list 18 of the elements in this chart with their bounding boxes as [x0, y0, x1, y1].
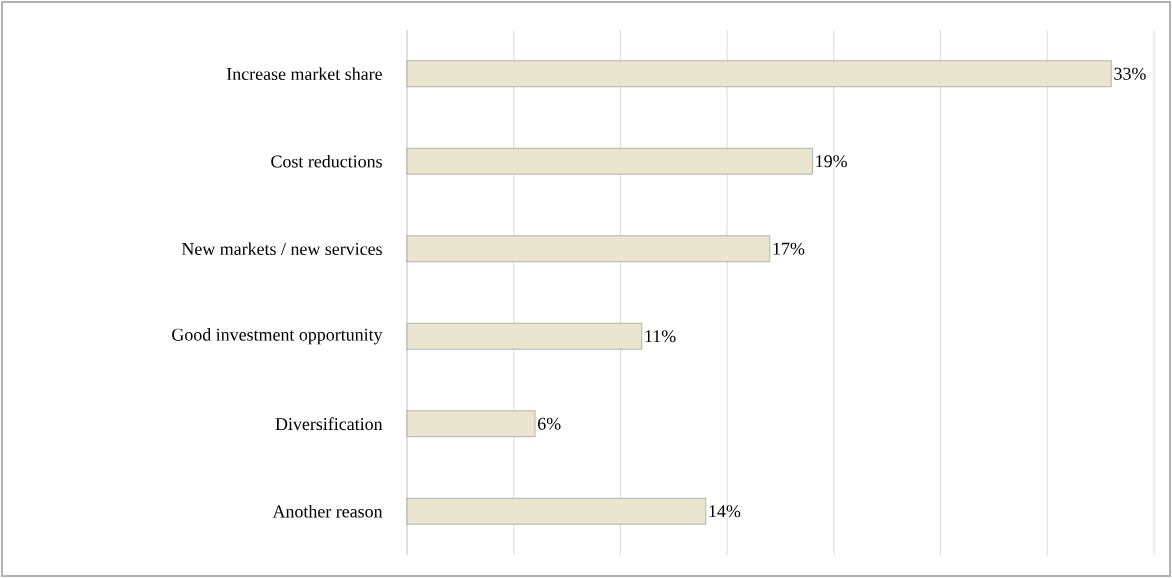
y-tick-label: Another reason: [272, 504, 383, 518]
bar: [406, 235, 771, 262]
bar: [406, 148, 813, 175]
bar: [406, 410, 536, 437]
bar: [406, 498, 707, 525]
y-tick-label: Diversification: [275, 417, 383, 431]
y-tick-label: Cost reductions: [271, 154, 382, 168]
y-tick-label: Increase market share: [226, 67, 382, 81]
data-label: 33%: [1114, 67, 1146, 80]
bar: [406, 323, 642, 350]
bar: [406, 60, 1112, 87]
y-tick-label: New markets / new services: [181, 242, 382, 256]
data-label: 6%: [538, 417, 561, 430]
data-label: 14%: [709, 505, 741, 518]
data-label: 17%: [773, 242, 805, 255]
y-tick-label: Good investment opportunity: [172, 328, 383, 345]
data-label: 11%: [645, 330, 676, 343]
data-label: 19%: [816, 155, 847, 168]
